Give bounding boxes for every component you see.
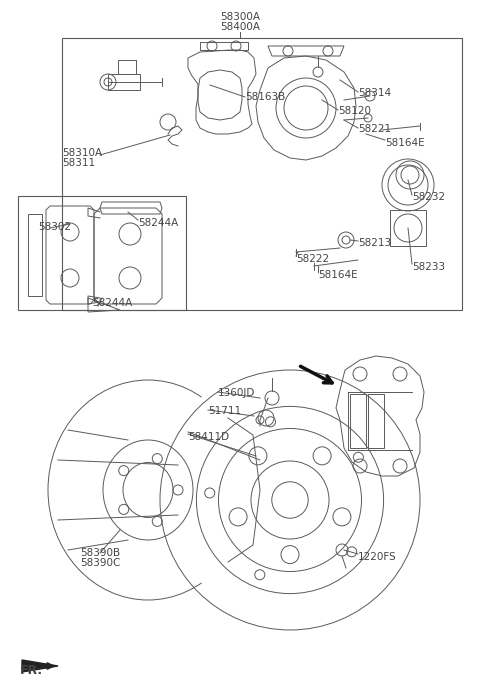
Text: 58310A: 58310A — [62, 148, 102, 158]
Text: 58390C: 58390C — [80, 558, 120, 568]
Text: 58233: 58233 — [412, 262, 445, 272]
Text: 58302: 58302 — [38, 222, 71, 232]
Text: 58164E: 58164E — [385, 138, 425, 148]
Text: 58221: 58221 — [358, 124, 391, 134]
Text: 58164E: 58164E — [318, 270, 358, 280]
Text: 58311: 58311 — [62, 158, 95, 168]
Text: FR.: FR. — [20, 664, 43, 677]
Text: 58213: 58213 — [358, 238, 391, 248]
Text: 1220FS: 1220FS — [358, 552, 397, 562]
Text: 1360JD: 1360JD — [218, 388, 255, 398]
Text: 51711: 51711 — [208, 406, 241, 416]
Text: 58314: 58314 — [358, 88, 391, 98]
Polygon shape — [22, 660, 58, 672]
Text: 58244A: 58244A — [92, 298, 132, 308]
Text: 58411D: 58411D — [188, 432, 229, 442]
Text: 58300A: 58300A — [220, 12, 260, 22]
Text: 58222: 58222 — [296, 254, 329, 264]
Text: 58390B: 58390B — [80, 548, 120, 558]
Text: 58232: 58232 — [412, 192, 445, 202]
Text: 58163B: 58163B — [245, 92, 285, 102]
Text: 58120: 58120 — [338, 106, 371, 116]
Text: 58400A: 58400A — [220, 22, 260, 32]
Text: 58244A: 58244A — [138, 218, 178, 228]
